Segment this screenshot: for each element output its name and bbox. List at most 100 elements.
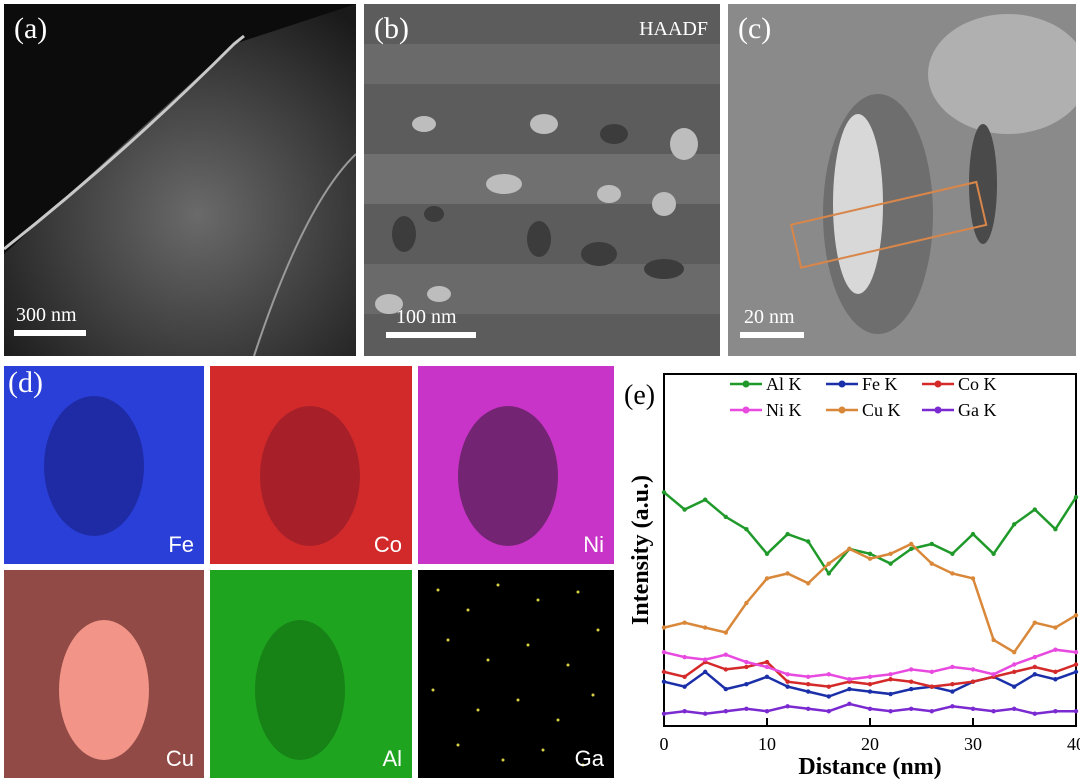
data-point [764,659,770,665]
data-point [1032,654,1037,660]
panel-c-scalebar-bar [740,332,804,338]
data-point [661,669,667,675]
map-cu-label: Cu [165,746,194,771]
data-point [682,684,687,689]
panel-d-label: (d) [8,366,43,399]
data-point [826,561,831,566]
data-point [723,652,728,657]
data-point [1053,669,1058,675]
data-point [888,551,893,556]
data-point [744,681,749,687]
data-point [682,507,687,512]
x-tick-label: 0 [660,734,669,754]
map-ga-label: Ga [574,746,604,771]
data-point [909,679,914,684]
panel-a-scalebar-text: 300 nm [16,304,77,326]
panel-b-label: (b) [374,12,409,45]
data-point [929,561,934,566]
panel-c-scalebar: 20 nm [740,306,820,346]
data-point [661,490,667,495]
panel-d-eds-maps: Fe Co Ni Cu Al Ga (d) [0,362,620,782]
data-point [847,686,852,692]
map-cu-texture [4,570,204,778]
data-point [991,551,996,556]
data-point [1012,684,1017,689]
map-al: Al [210,570,412,778]
data-point [1073,495,1079,500]
data-point [847,677,852,682]
data-point [703,669,708,675]
panel-b-haadf-image: (b) HAADF 100 nm [364,4,720,356]
data-point [826,694,831,699]
legend-label: Al K [766,374,802,394]
data-point [785,679,790,684]
data-point [909,686,914,692]
map-cu: Cu [4,570,204,778]
x-tick-label: 10 [758,734,776,754]
data-point [661,679,667,684]
data-point [1053,625,1058,630]
data-point [950,571,955,576]
data-point [950,681,955,687]
panel-a-label: (a) [14,12,48,45]
data-point [826,684,831,689]
data-point [991,709,996,714]
panel-e-line-profile: (e) Al K Fe K Co K Ni K Cu K Ga K 0 10 20 30 40 D… [620,360,1080,782]
data-point [1073,650,1079,655]
x-tick-label: 40 [1067,734,1080,754]
panel-c-texture [728,4,1076,356]
data-point [867,681,873,687]
data-point [785,672,790,677]
panel-b-scalebar: 100 nm [386,306,486,346]
data-point [1032,620,1037,625]
data-point [970,576,976,581]
data-point [744,600,749,606]
map-ni-texture [418,366,614,564]
panel-a-texture [4,4,356,356]
x-tick-label: 20 [861,734,879,754]
data-point [723,630,728,635]
panel-a-scalebar: 300 nm [14,304,94,344]
data-point [703,657,708,662]
map-al-texture [210,570,412,778]
legend-label: Cu K [862,400,901,420]
data-point [950,551,955,556]
map-co-texture [210,366,412,564]
legend-label: Ni K [766,400,802,420]
data-point [785,571,790,576]
x-axis-label: Distance (nm) [798,754,941,780]
x-tick-label: 30 [964,734,982,754]
map-ni-label: Ni [583,532,604,557]
map-al-label: Al [382,746,402,771]
data-point [867,556,873,561]
data-point [909,541,914,547]
data-point [744,659,749,665]
legend-label: Fe K [862,374,898,394]
data-point [806,706,811,711]
data-point [867,689,873,694]
data-point [970,531,976,537]
legend-label: Ga K [958,400,997,420]
data-point [826,571,831,576]
data-point [785,531,790,537]
data-point [1032,507,1037,512]
panel-e-label: (e) [624,380,655,411]
data-point [1073,662,1079,667]
data-point [950,704,955,709]
panel-b-texture [364,4,720,356]
panel-a-tem-image: (a) 300 nm [4,4,356,356]
data-point [661,650,667,655]
data-point [723,709,728,714]
panel-c-scalebar-text: 20 nm [744,306,795,328]
data-point [785,704,790,709]
data-point [682,674,687,679]
data-point [970,667,976,672]
data-point [1012,669,1017,675]
data-point [764,709,770,714]
data-point [1012,706,1017,711]
panel-a-scalebar-bar [14,330,86,336]
data-point [826,709,831,714]
data-point [950,664,955,670]
data-point [929,684,934,689]
data-point [723,514,728,520]
